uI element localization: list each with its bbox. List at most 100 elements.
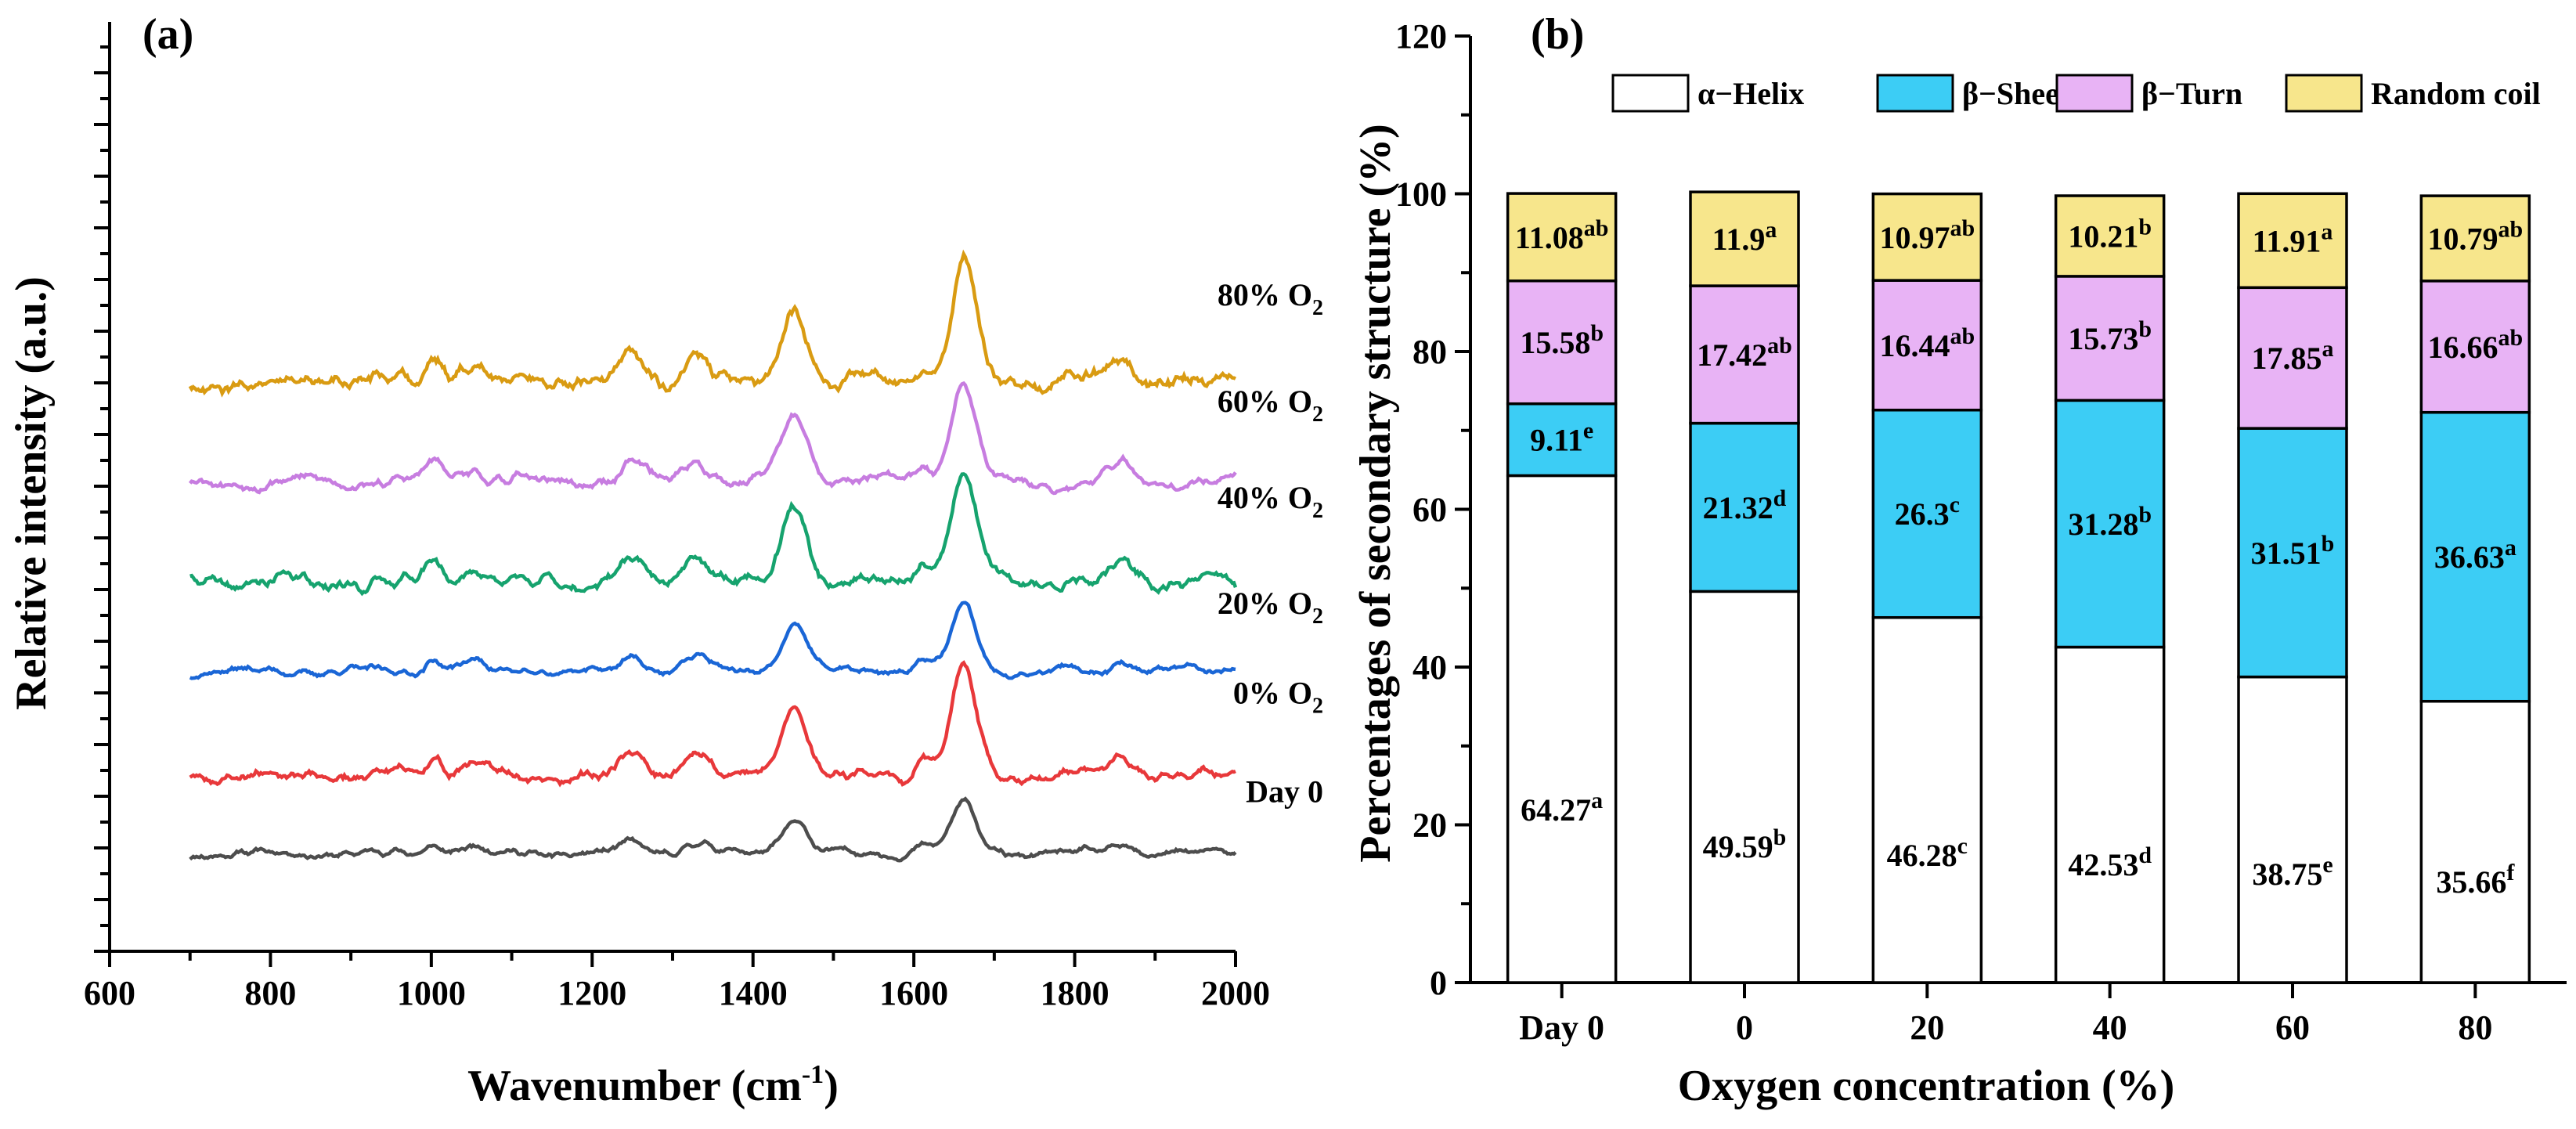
bar-x-tick-label: 0	[1736, 1008, 1753, 1047]
bar-segment-label: 16.66ab	[2427, 325, 2523, 365]
bar-segment-label: 15.73b	[2068, 316, 2152, 356]
bar-y-tick-label: 80	[1412, 333, 1447, 371]
spectrum-label: 0% O2	[1233, 676, 1323, 719]
bar-segment-value: 9.11	[1530, 423, 1583, 458]
spectrum-line	[188, 249, 1237, 398]
bar-segment-value: 21.32	[1703, 490, 1773, 525]
bar-segment-letter: a	[2321, 218, 2332, 244]
bar-segment-value: 16.44	[1879, 328, 1950, 363]
bar-segment-label: 11.9a	[1712, 217, 1777, 257]
bar-y-tick-label: 120	[1395, 17, 1447, 56]
bar-segment-label: 10.97ab	[1879, 215, 1975, 255]
spectra-x-tick-label: 1000	[397, 974, 466, 1012]
bar-segment-letter: b	[1773, 824, 1787, 850]
bar-segment-letter: ab	[1950, 215, 1975, 241]
bar-segment-letter: ab	[1584, 215, 1609, 241]
bar-x-tick-label: Day 0	[1519, 1008, 1604, 1047]
spectra-x-tick-label: 1800	[1041, 974, 1109, 1012]
bar-segment	[2054, 275, 2166, 402]
bar-segment	[2054, 645, 2166, 984]
bar-segment-value: 11.08	[1515, 220, 1584, 255]
bar-segment-label: 17.42ab	[1697, 333, 1792, 373]
legend-swatch	[2285, 74, 2363, 113]
spectrum-label-text: 60% O	[1218, 384, 1312, 419]
raman-spectra-panel: (a) 600 800 1000 1200 1400 1600 1800 2000 Day 0…	[7, 10, 1323, 1110]
bar-segment	[2419, 280, 2531, 414]
bar-segment-letter: b	[2138, 316, 2152, 342]
spectra-x-tick-label: 1600	[879, 974, 948, 1012]
legend-swatch	[1876, 74, 1954, 113]
bar-segment-value: 15.73	[2068, 321, 2138, 356]
spectra-y-axis-title: Relative intensity (a.u.)	[7, 276, 56, 710]
spectrum-label: 60% O2	[1218, 384, 1323, 427]
bar-segment-value: 26.3	[1895, 496, 1950, 532]
bar-segment	[1506, 474, 1618, 984]
spectrum-label: 40% O2	[1218, 480, 1323, 523]
bar-segment	[1871, 192, 1983, 282]
bar-segment-letter: b	[1590, 320, 1604, 346]
bar-segment-value: 64.27	[1521, 792, 1591, 828]
spectra-x-tick-label: 800	[244, 974, 296, 1012]
bar-segment-value: 42.53	[2068, 847, 2138, 882]
bar-segment-value: 38.75	[2252, 857, 2322, 892]
bar-segment	[2237, 427, 2348, 679]
bar-segment-value: 36.63	[2434, 539, 2505, 575]
spectra-x-tick-label: 1400	[719, 974, 788, 1012]
bar-segment-label: 26.3c	[1895, 492, 1960, 532]
bar-x-tick-label: 20	[1910, 1008, 1944, 1047]
bar-segment-label: 15.58b	[1520, 320, 1604, 360]
spectrum-line	[189, 472, 1238, 597]
bar-segment-value: 10.97	[1879, 220, 1950, 255]
bar-segment	[2419, 410, 2531, 703]
bar-segment-label: 36.63a	[2434, 535, 2516, 575]
bar-segment	[2054, 399, 2166, 649]
bar-y-tick-label: 40	[1412, 648, 1447, 687]
bar-segment-value: 31.51	[2251, 536, 2322, 571]
legend-label: Random coil	[2371, 76, 2541, 111]
bar-segment-letter: ab	[1950, 323, 1975, 349]
spectrum-label-subscript: 2	[1312, 604, 1323, 629]
bar-segment-value: 10.79	[2427, 221, 2498, 256]
bar-segment-label: 31.28b	[2068, 502, 2152, 542]
bar-segment-label: 10.21b	[2068, 214, 2152, 254]
bar-y-tick-label: 60	[1412, 491, 1447, 529]
bar-segment	[1506, 192, 1618, 283]
spectrum-label: 80% O2	[1218, 277, 1323, 320]
bar-segment-label: 10.79ab	[2427, 216, 2523, 256]
bar-segment-value: 17.42	[1697, 337, 1767, 373]
bar-y-tick-label: 0	[1430, 964, 1447, 1002]
bar-segment-letter: c	[1957, 833, 1968, 859]
bar-segment-value: 15.58	[1520, 325, 1590, 360]
bar-segment-label: 35.66f	[2436, 860, 2515, 900]
bar-segment-letter: c	[1950, 492, 1960, 518]
bar-segment-value: 16.66	[2427, 330, 2498, 365]
legend-label: β−Sheet	[1962, 76, 2070, 111]
bar-segment-value: 49.59	[1703, 829, 1773, 864]
bar-segment-value: 46.28	[1887, 838, 1957, 873]
spectrum-line	[188, 381, 1237, 496]
bar-segment-label: 49.59b	[1703, 824, 1787, 864]
spectrum-label-text: 40% O	[1218, 480, 1312, 515]
bar-x-axis-title: Oxygen concentration (%)	[1678, 1062, 2175, 1110]
bar-segment-letter: d	[2138, 842, 2152, 868]
bar-segment-letter: e	[2322, 852, 2332, 878]
bar-segment-label: 11.91a	[2253, 218, 2333, 258]
bar-segment-letter: a	[1765, 217, 1777, 243]
bar-segment-letter: e	[1583, 418, 1593, 444]
bar-segment-value: 31.28	[2068, 507, 2138, 542]
spectra-axes: 600 800 1000 1200 1400 1600 1800 2000	[84, 22, 1270, 1012]
bar-segment	[2419, 699, 2531, 984]
spectra-x-axis-title: Wavenumber (cm-1)	[467, 1060, 839, 1110]
spectrum-label: 20% O2	[1218, 586, 1323, 629]
bar-segment-label: 42.53d	[2068, 842, 2152, 882]
spectra-x-tick-label: 1200	[557, 974, 626, 1012]
bar-segment-letter: b	[2322, 531, 2335, 557]
bar-segment	[2054, 194, 2166, 278]
panel-label-a: (a)	[143, 10, 193, 59]
legend-swatch	[2055, 74, 2134, 113]
bar-segment-letter: f	[2506, 860, 2515, 886]
bar-x-tick-label: 80	[2458, 1008, 2492, 1047]
panel-label-b: (b)	[1531, 10, 1584, 59]
